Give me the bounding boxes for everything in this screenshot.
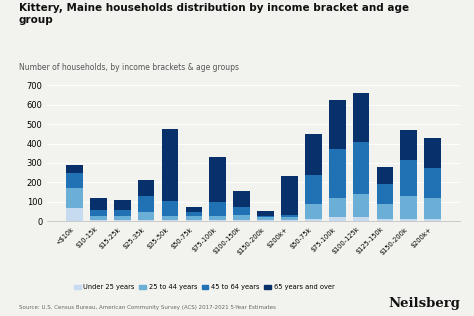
Bar xyxy=(210,157,226,202)
Bar xyxy=(376,167,393,184)
Bar xyxy=(329,149,346,198)
Bar xyxy=(424,198,441,219)
Bar xyxy=(257,211,274,216)
Bar xyxy=(210,202,226,216)
Bar xyxy=(233,220,250,221)
Bar xyxy=(257,216,274,217)
Bar xyxy=(114,210,131,216)
Bar xyxy=(353,194,369,217)
Bar xyxy=(138,180,155,196)
Bar xyxy=(401,196,417,219)
Bar xyxy=(210,216,226,220)
Bar xyxy=(210,220,226,221)
Bar xyxy=(401,130,417,160)
Bar xyxy=(233,191,250,207)
Bar xyxy=(329,217,346,221)
Bar xyxy=(66,208,83,221)
Bar xyxy=(305,134,322,175)
Bar xyxy=(90,210,107,216)
Bar xyxy=(257,220,274,221)
Bar xyxy=(138,196,155,212)
Text: Neilsberg: Neilsberg xyxy=(388,297,460,310)
Bar xyxy=(185,216,202,220)
Bar xyxy=(114,200,131,210)
Bar xyxy=(162,220,178,221)
Bar xyxy=(424,219,441,221)
Bar xyxy=(329,198,346,217)
Bar xyxy=(185,207,202,212)
Bar xyxy=(66,173,83,188)
Bar xyxy=(114,220,131,221)
Bar xyxy=(138,212,155,220)
Bar xyxy=(66,188,83,208)
Bar xyxy=(90,198,107,210)
Bar xyxy=(90,216,107,220)
Bar xyxy=(281,216,298,217)
Text: Number of households, by income brackets & age groups: Number of households, by income brackets… xyxy=(19,63,239,72)
Bar xyxy=(233,216,250,220)
Bar xyxy=(401,219,417,221)
Bar xyxy=(305,204,322,219)
Bar xyxy=(114,216,131,220)
Text: Source: U.S. Census Bureau, American Community Survey (ACS) 2017-2021 5-Year Est: Source: U.S. Census Bureau, American Com… xyxy=(19,305,276,310)
Bar xyxy=(66,165,83,173)
Bar xyxy=(376,219,393,221)
Text: Kittery, Maine households distribution by income bracket and age
group: Kittery, Maine households distribution b… xyxy=(19,3,409,25)
Bar xyxy=(162,129,178,201)
Legend: Under 25 years, 25 to 44 years, 45 to 64 years, 65 years and over: Under 25 years, 25 to 44 years, 45 to 64… xyxy=(71,282,337,293)
Bar xyxy=(305,219,322,221)
Bar xyxy=(424,138,441,168)
Bar xyxy=(185,220,202,221)
Bar xyxy=(376,204,393,219)
Bar xyxy=(162,216,178,220)
Bar xyxy=(90,220,107,221)
Bar xyxy=(376,184,393,204)
Bar xyxy=(305,175,322,204)
Bar xyxy=(329,100,346,149)
Bar xyxy=(353,93,369,142)
Bar xyxy=(401,160,417,196)
Bar xyxy=(185,212,202,216)
Bar xyxy=(281,220,298,221)
Bar xyxy=(353,217,369,221)
Bar xyxy=(424,168,441,198)
Bar xyxy=(281,217,298,220)
Bar xyxy=(353,142,369,194)
Bar xyxy=(257,217,274,220)
Bar xyxy=(138,220,155,221)
Bar xyxy=(233,207,250,216)
Bar xyxy=(281,176,298,216)
Bar xyxy=(162,201,178,216)
